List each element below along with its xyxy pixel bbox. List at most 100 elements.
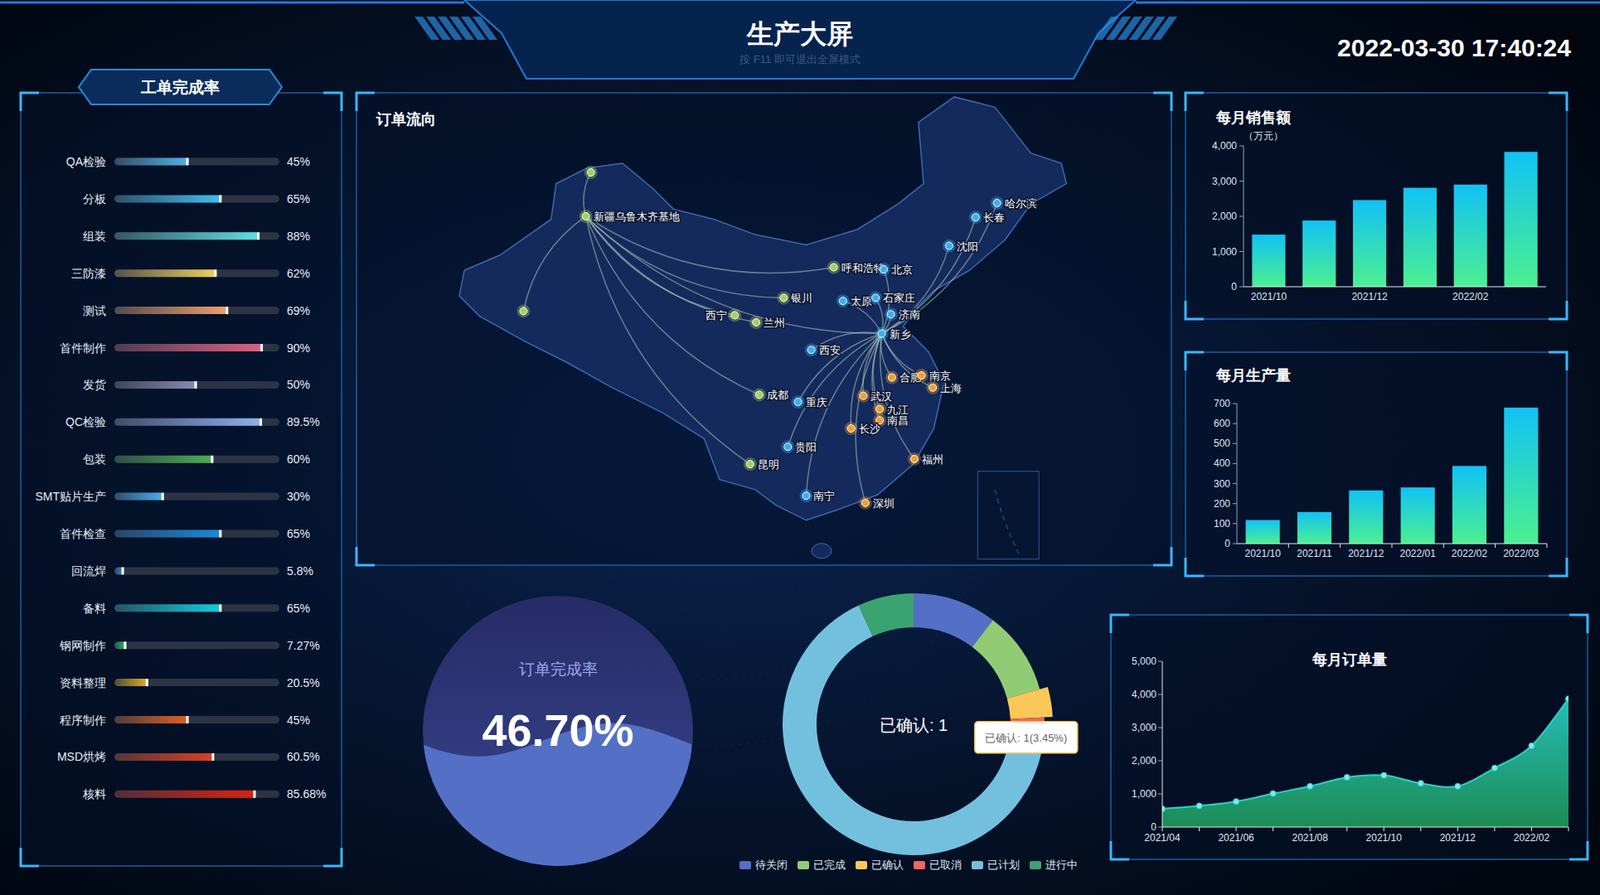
x-tick: [1236, 827, 1237, 832]
progress-bar: [114, 269, 217, 277]
city-point: [910, 455, 918, 463]
y-tick: [1158, 661, 1163, 663]
bar: [1504, 151, 1538, 287]
y-tick-label: 5,000: [1131, 655, 1157, 668]
data-label: 65%: [286, 601, 311, 616]
marker: [1307, 783, 1314, 790]
y-tick-label: 2,000: [1212, 210, 1237, 223]
panel-frame: [1110, 615, 1588, 860]
x-tick-label: 2022/03: [1503, 547, 1540, 560]
tooltip-text: 已确认: 1(3.45%): [984, 732, 1067, 745]
x-tick: [1568, 827, 1570, 832]
city-label: 新乡: [889, 328, 912, 341]
progress-bar: [114, 530, 222, 539]
flow-line: [798, 334, 883, 403]
progress-track: [114, 381, 280, 389]
bar: [1452, 465, 1487, 544]
city-point: [993, 198, 1001, 207]
donut-slice: [858, 593, 914, 637]
city-halo: [791, 395, 805, 409]
progress-end: [259, 418, 262, 427]
progress-bar: [114, 716, 190, 724]
city-label: 贵阳: [795, 441, 817, 454]
progress-end: [194, 381, 198, 389]
panel-title: 工单完成率: [140, 78, 220, 97]
flow-line: [882, 217, 976, 334]
city-point: [861, 499, 869, 507]
progress-track: [114, 232, 280, 240]
progress-bar: [114, 678, 149, 687]
x-tick-label: 2021/10: [1244, 547, 1281, 560]
category-label: QA检验: [66, 155, 107, 169]
marker: [1491, 765, 1498, 771]
bar: [1403, 188, 1437, 287]
city-halo: [743, 457, 757, 471]
y-tick: [1239, 251, 1244, 253]
flow-line: [586, 216, 760, 395]
city-label: 南昌: [887, 414, 909, 427]
city-point: [519, 307, 528, 316]
progress-bar: [114, 641, 127, 650]
header-line: [0, 1, 465, 5]
progress-track: [114, 641, 280, 650]
liquid-value: 46.70%: [481, 705, 634, 756]
x-tick-label: 2021/10: [1250, 290, 1288, 303]
header-line: [1135, 1, 1600, 5]
progress-track: [114, 790, 280, 799]
city-point: [807, 346, 815, 354]
legend-swatch: [971, 861, 984, 870]
city-label: 深圳: [872, 497, 895, 510]
flow-line: [586, 216, 757, 323]
marker: [1566, 696, 1570, 703]
city-halo: [926, 381, 940, 395]
y-tick: [1232, 443, 1237, 445]
y-axis: [1236, 403, 1238, 544]
data-label: 62%: [286, 266, 311, 281]
city-halo: [877, 262, 891, 277]
chart-title: 每月销售额: [1215, 109, 1292, 127]
progress-bar: [114, 790, 257, 799]
city-point: [887, 373, 896, 382]
x-tick: [1391, 543, 1393, 548]
category-label: 三防漆: [71, 266, 107, 281]
city-label: 石家庄: [882, 291, 916, 305]
city-point: [746, 460, 754, 469]
x-tick: [1383, 827, 1385, 832]
progress-end: [213, 269, 217, 277]
city-label: 济南: [898, 308, 921, 321]
y-tick: [1239, 180, 1244, 182]
city-halo: [858, 496, 873, 510]
y-tick: [1158, 794, 1163, 796]
x-tick-label: 2022/02: [1452, 290, 1489, 303]
progress-track: [114, 567, 280, 575]
city-point: [755, 391, 763, 399]
data-label: 30%: [286, 489, 311, 504]
axis-title: （万元）: [1243, 130, 1284, 142]
y-tick-label: 3,000: [1131, 722, 1157, 734]
line: [1162, 698, 1569, 810]
y-tick-label: 600: [1213, 417, 1231, 430]
panel-frame: [1185, 92, 1567, 320]
city-halo: [875, 327, 889, 341]
category-label: 测试: [82, 304, 107, 318]
data-label: 85.68%: [286, 787, 326, 801]
map-inset-line: [994, 489, 1020, 557]
progress-end: [161, 493, 165, 501]
city-halo: [727, 308, 742, 322]
y-tick: [1239, 216, 1244, 218]
progress-bar: [114, 381, 198, 389]
city-halo: [969, 210, 983, 224]
city-label: 北京: [891, 263, 913, 277]
city-halo: [915, 368, 929, 383]
progress-bar: [114, 306, 228, 315]
progress-bar: [114, 753, 214, 762]
city-halo: [776, 290, 791, 305]
city-point: [802, 492, 810, 500]
data-label: 65%: [286, 192, 311, 206]
y-tick-label: 100: [1213, 518, 1231, 530]
progress-track: [114, 158, 280, 166]
city-point: [581, 212, 590, 220]
progress-end: [256, 232, 260, 240]
y-tick: [1232, 483, 1237, 485]
category-label: 首件检查: [59, 527, 107, 541]
